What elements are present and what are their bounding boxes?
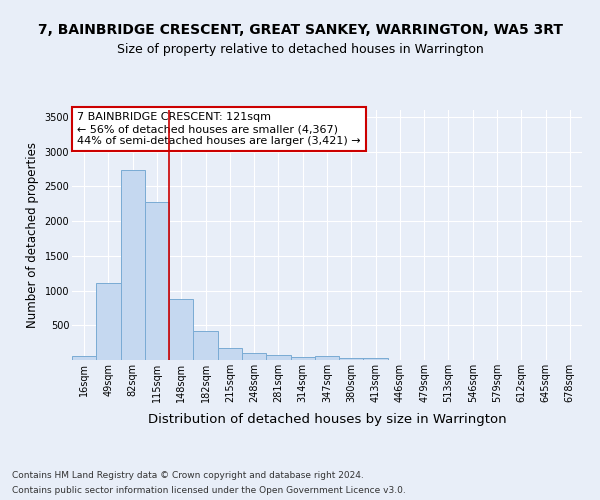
Text: Size of property relative to detached houses in Warrington: Size of property relative to detached ho… [116, 42, 484, 56]
Y-axis label: Number of detached properties: Number of detached properties [26, 142, 39, 328]
Text: 7, BAINBRIDGE CRESCENT, GREAT SANKEY, WARRINGTON, WA5 3RT: 7, BAINBRIDGE CRESCENT, GREAT SANKEY, WA… [37, 22, 563, 36]
Bar [218, 348, 242, 360]
Bar [339, 358, 364, 360]
X-axis label: Distribution of detached houses by size in Warrington: Distribution of detached houses by size … [148, 414, 506, 426]
Bar [121, 170, 145, 360]
Text: Contains public sector information licensed under the Open Government Licence v3: Contains public sector information licen… [12, 486, 406, 495]
Text: 7 BAINBRIDGE CRESCENT: 121sqm
← 56% of detached houses are smaller (4,367)
44% o: 7 BAINBRIDGE CRESCENT: 121sqm ← 56% of d… [77, 112, 361, 146]
Text: Contains HM Land Registry data © Crown copyright and database right 2024.: Contains HM Land Registry data © Crown c… [12, 471, 364, 480]
Bar [290, 356, 315, 360]
Bar [96, 283, 121, 360]
Bar [364, 358, 388, 360]
Bar [266, 356, 290, 360]
Bar [145, 202, 169, 360]
Bar [315, 356, 339, 360]
Bar [242, 353, 266, 360]
Bar [72, 356, 96, 360]
Bar [193, 331, 218, 360]
Bar [169, 299, 193, 360]
